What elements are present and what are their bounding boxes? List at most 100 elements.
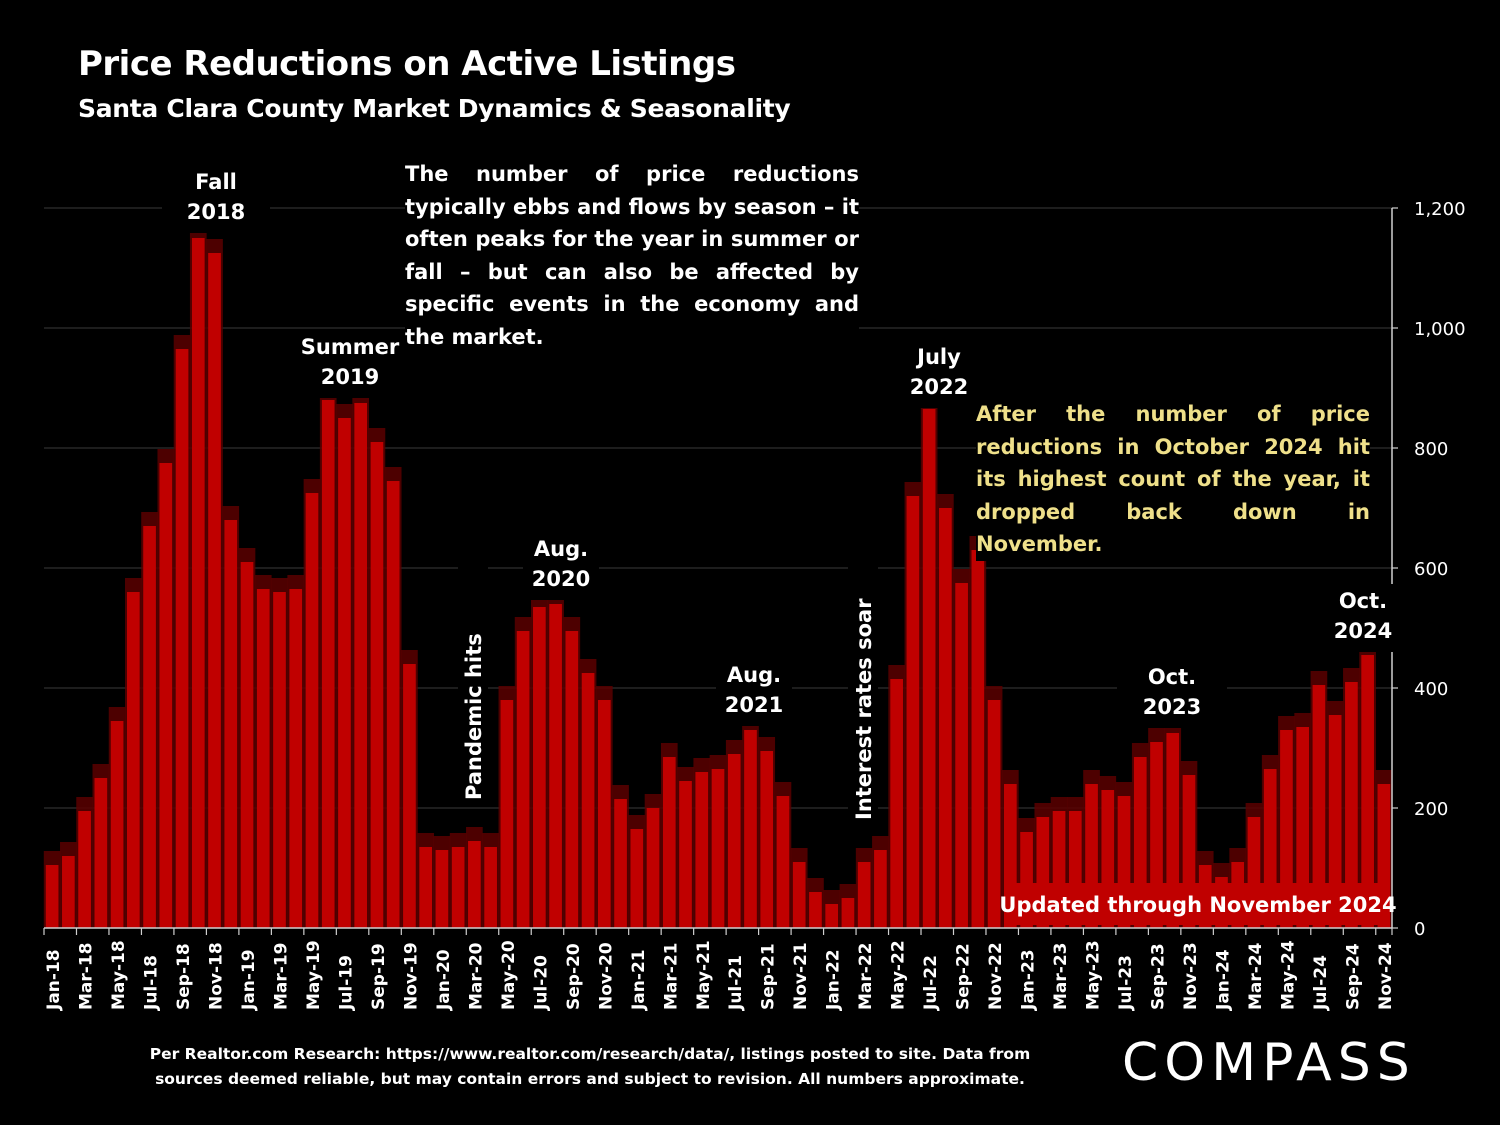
annotation-label: Aug. (534, 537, 588, 561)
x-tick-label: Jul-24 (1311, 955, 1331, 1011)
bar (338, 418, 351, 928)
x-tick-label: Jan-22 (824, 949, 844, 1011)
updated-badge-label: Updated through November 2024 (999, 893, 1396, 917)
bar (435, 850, 449, 928)
bar (143, 526, 156, 928)
x-tick-label: Jan-20 (434, 949, 454, 1011)
x-tick-label: Sep-19 (369, 943, 389, 1010)
bar (305, 493, 319, 928)
bar (419, 847, 432, 928)
bar (370, 442, 384, 928)
bar (533, 607, 546, 928)
x-tick-label: Jan-23 (1019, 949, 1039, 1011)
bar (565, 631, 579, 928)
bar (890, 679, 903, 928)
bar (679, 781, 692, 928)
annotation-label: Summer (301, 335, 400, 359)
bar (386, 481, 400, 928)
x-tick-label: Jan-19 (239, 949, 259, 1011)
bar (549, 604, 562, 928)
x-tick-label: May-24 (1278, 940, 1298, 1010)
x-tick-label: Jul-23 (1116, 955, 1136, 1011)
x-tick-label: Jul-21 (726, 955, 746, 1011)
annotation-label: Fall (195, 170, 237, 194)
axes: 0 200 400 600 800 1,000 1,200 Jan-18 Mar-18 May-1… (43, 199, 1466, 1011)
x-tick-label: May-23 (1084, 940, 1104, 1010)
x-tick-label: May-20 (499, 940, 519, 1010)
bar (484, 847, 497, 928)
annotation-label: 2022 (910, 375, 968, 399)
annotation-bg (523, 532, 599, 600)
annotation-bg (458, 560, 488, 795)
annotation-label: 2018 (187, 200, 245, 224)
bar (809, 892, 822, 928)
bar (500, 700, 514, 928)
bar (208, 253, 221, 928)
annotation-bg (716, 658, 792, 726)
y-tick-label: 1,000 (1414, 319, 1466, 340)
bar (922, 409, 936, 928)
bar (1312, 685, 1326, 928)
bar (191, 238, 205, 928)
x-tick-label: May-21 (694, 940, 714, 1010)
bar (78, 811, 91, 928)
x-tick-label: May-22 (889, 940, 909, 1010)
x-tick-label: Jan-18 (44, 949, 64, 1011)
annotation-label: Aug. (727, 663, 781, 687)
y-tick-label: 600 (1414, 559, 1448, 580)
annotation-bg (904, 340, 974, 408)
annotation-label: Interest rates soar (852, 598, 876, 820)
source-line-1: Per Realtor.com Research: https://www.re… (149, 1045, 1031, 1063)
x-tick-label: Mar-21 (661, 943, 681, 1011)
updated-badge (1012, 883, 1388, 925)
y-tick-label: 1,200 (1414, 199, 1466, 220)
bar (776, 796, 790, 928)
bar (630, 829, 644, 928)
bar (939, 508, 952, 928)
bar (240, 562, 254, 928)
x-tick-label: Sep-20 (564, 943, 584, 1010)
annotation-label: Pandemic hits (462, 633, 486, 800)
x-tick-label: May-18 (109, 940, 129, 1010)
x-tick-label: Sep-18 (174, 943, 194, 1010)
annotation-label: Oct. (1339, 589, 1387, 613)
bar (646, 808, 660, 928)
bar (256, 589, 270, 928)
annotation-label: 2023 (1143, 695, 1201, 719)
x-tick-label: Mar-23 (1051, 943, 1071, 1011)
x-tick-label: May-19 (304, 940, 324, 1010)
x-tick-label: Nov-22 (986, 942, 1006, 1010)
bar (289, 589, 303, 928)
bar (126, 592, 140, 928)
y-tick-label: 0 (1414, 919, 1425, 940)
x-tick-label: Jul-22 (921, 955, 941, 1011)
bar (906, 496, 920, 928)
bar (224, 520, 238, 928)
x-tick-label: Sep-22 (954, 943, 974, 1010)
x-tick-label: Mar-22 (856, 943, 876, 1011)
annotation-label: 2020 (532, 567, 590, 591)
bar (1280, 730, 1293, 928)
bar (971, 550, 985, 928)
x-tick-label: Mar-18 (77, 943, 97, 1011)
annotation-label: Oct. (1148, 665, 1196, 689)
x-tick-label: Mar-19 (271, 943, 291, 1011)
bar (403, 664, 416, 928)
bar (581, 673, 595, 928)
x-tick-label: Nov-19 (401, 942, 421, 1010)
bar (857, 862, 871, 928)
x-tick-label: Nov-18 (207, 942, 227, 1010)
bar (597, 700, 611, 928)
y-tick-label: 800 (1414, 439, 1448, 460)
x-tick-label: Jan-24 (1213, 949, 1233, 1011)
x-tick-label: Nov-20 (596, 942, 616, 1010)
bar (987, 700, 1001, 928)
bar (1150, 742, 1163, 928)
y-tick-label: 200 (1414, 799, 1448, 820)
bar (711, 769, 725, 928)
source-line-2: sources deemed reliable, but may contain… (155, 1070, 1025, 1088)
bar (727, 754, 741, 928)
annotation-bg (1117, 660, 1227, 728)
bar (62, 856, 75, 928)
